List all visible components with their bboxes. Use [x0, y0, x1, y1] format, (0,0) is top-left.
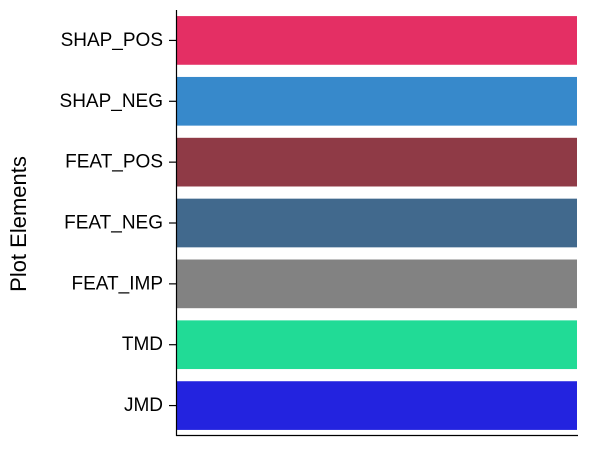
bar-shap-pos [177, 16, 577, 65]
y-ticks-layer: SHAP_POS SHAP_NEG FEAT_POS FEAT_NEG FEAT_IMP… [60, 30, 177, 416]
y-axis-label: Plot Elements [6, 156, 31, 292]
bar-feat-pos [177, 137, 577, 187]
y-tick-label: SHAP_POS [61, 30, 163, 51]
y-tick-label: FEAT_POS [65, 152, 163, 173]
bar-feat-neg [177, 198, 577, 248]
y-tick-label: TMD [122, 334, 163, 355]
bar-jmd [177, 381, 577, 430]
y-tick-label: FEAT_NEG [64, 213, 163, 234]
bars-layer [177, 16, 577, 430]
bar-shap-neg [177, 76, 577, 126]
bar-tmd [177, 320, 577, 370]
bar-feat-imp [177, 259, 577, 309]
y-tick-label: SHAP_NEG [60, 91, 163, 112]
y-tick-label: JMD [124, 395, 163, 416]
y-tick-label: FEAT_IMP [72, 273, 164, 294]
